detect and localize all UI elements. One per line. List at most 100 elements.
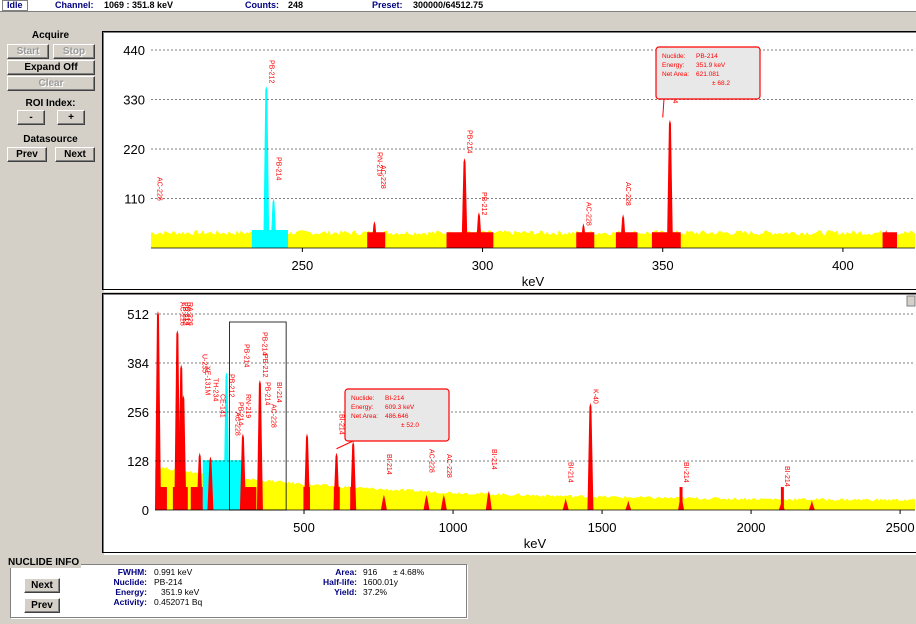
peak-mark	[371, 221, 378, 248]
peak-label: PB-212	[181, 302, 188, 325]
peak-label: K-40	[591, 389, 598, 404]
x-tick-label: 250	[292, 258, 314, 273]
x-tick-label: 2000	[737, 520, 766, 535]
zoomed-spectrum-chart[interactable]: 440 330 220 110 250 300 350 400 keV PB-212 PB-214 A…	[102, 31, 916, 290]
peak-mark	[678, 494, 685, 510]
peak-mark	[440, 494, 447, 510]
peak-label: PB-214	[275, 157, 282, 180]
selected-roi-region	[251, 230, 288, 248]
peak-label: AC-228	[269, 404, 276, 428]
peak-label: PB-214	[466, 130, 473, 153]
peak-mark	[174, 330, 181, 510]
y-tick-label: 110	[124, 192, 145, 207]
peak-label: RA-226	[186, 302, 193, 326]
tooltip-value: 609.3 keV	[385, 404, 415, 411]
tooltip-label: Energy:	[662, 62, 685, 69]
activity-label: Activity:	[113, 597, 147, 607]
channel-value: 1069 : 351.8 keV	[104, 0, 174, 10]
x-tick-label: 350	[652, 258, 674, 273]
expand-toggle-button[interactable]: Expand Off	[7, 60, 95, 75]
peak-mark	[485, 490, 492, 510]
peak-label: BI-214	[567, 462, 574, 483]
peak-mark	[562, 498, 569, 510]
full-spectrum-svg[interactable]: 512 384 256 128 0 500 1000 1500 2000 2500 keV AC-22…	[103, 294, 916, 552]
fwhm-label: FWHM:	[117, 567, 147, 577]
tooltip-box	[344, 388, 450, 442]
area-value: 916	[363, 567, 378, 577]
peak-label: RN-219	[375, 152, 382, 176]
peak-mark	[239, 433, 246, 510]
peak-label: PB-214	[263, 382, 270, 405]
x-axis-label: keV	[522, 274, 545, 289]
datasource-next-button[interactable]: Next	[55, 147, 95, 162]
peak-label: PB-212	[267, 60, 274, 83]
peak-label: AC-228	[178, 302, 185, 326]
y-tick-label: 440	[123, 43, 145, 58]
peak-label: XE-131M	[204, 366, 211, 395]
tooltip-value: 351.9 keV	[696, 62, 726, 69]
baseline-area	[151, 230, 915, 248]
peak-label: BI-214	[783, 466, 790, 487]
peak-mark	[475, 212, 482, 248]
channel-label: Channel:	[55, 0, 94, 10]
roi-decrement-button[interactable]: -	[17, 110, 45, 125]
tooltip-error: ± 68.2	[712, 80, 730, 87]
peak-mark	[333, 452, 340, 510]
peak-label: AC-228	[379, 165, 386, 189]
nuclide-value: PB-214	[154, 577, 183, 587]
tooltip-label: Net Area:	[351, 413, 378, 420]
peak-label: AC-228	[156, 177, 163, 201]
peak-label: CE-141	[219, 394, 226, 418]
control-panel: Acquire Start Stop Expand Off Clear ROI …	[0, 12, 101, 542]
preset-label: Preset:	[372, 0, 403, 10]
roi-region	[780, 487, 784, 510]
peak-mark	[180, 395, 187, 510]
x-tick-label: 400	[832, 258, 854, 273]
nuclide-prev-button[interactable]: Prev	[24, 598, 60, 613]
peak-mark	[587, 402, 594, 510]
full-spectrum-chart[interactable]: 512 384 256 128 0 500 1000 1500 2000 2500 keV AC-22…	[102, 293, 916, 553]
peak-label: AC-228	[233, 412, 240, 436]
energy-label: Energy:	[115, 587, 147, 597]
peak-mark	[666, 119, 673, 248]
peak-label: AC-228	[584, 202, 591, 226]
tooltip-label: Net Area:	[662, 71, 689, 78]
roi-increment-button[interactable]: +	[57, 110, 85, 125]
datasource-prev-button[interactable]: Prev	[7, 147, 47, 162]
nuclide-info-panel: Next Prev FWHM: 0.991 keV Nuclide: PB-21…	[10, 564, 467, 618]
peak-mark	[207, 456, 214, 510]
clear-button[interactable]: Clear	[7, 76, 95, 91]
peak-mark	[154, 310, 161, 510]
x-tick-label: 500	[293, 520, 315, 535]
nuclide-next-button[interactable]: Next	[24, 578, 60, 593]
tooltip-label: Nuclide:	[662, 53, 686, 60]
peak-label: AC-228	[445, 454, 452, 478]
expand-region-box	[229, 321, 287, 511]
y-tick-label: 512	[127, 307, 149, 322]
zoomed-spectrum-svg[interactable]: 440 330 220 110 250 300 350 400 keV PB-212 PB-214 A…	[103, 32, 916, 289]
peak-label: TH-234	[211, 378, 218, 401]
tooltip-value: 486.646	[385, 413, 409, 420]
peak-mark	[304, 433, 310, 510]
peak-mark	[883, 230, 890, 248]
roi-region	[446, 232, 494, 248]
roi-region	[156, 487, 167, 510]
baseline-area	[155, 466, 915, 510]
peak-mark	[580, 223, 587, 248]
acquisition-state: Idle	[2, 0, 28, 11]
peak-label: PB-214	[242, 344, 249, 367]
stop-button[interactable]: Stop	[53, 44, 95, 59]
start-button[interactable]: Start	[7, 44, 49, 59]
peak-label: BI-214	[338, 414, 345, 435]
tooltip-pointer	[662, 98, 665, 118]
yield-value: 37.2%	[363, 587, 388, 597]
peak-label: PB-212	[261, 354, 268, 377]
scroll-handle	[906, 295, 916, 307]
tooltip-value: BI-214	[385, 395, 405, 402]
energy-value: 351.9 keV	[161, 587, 200, 597]
y-tick-label: 128	[127, 454, 149, 469]
y-tick-label: 220	[123, 142, 145, 157]
tooltip-value: PB-214	[696, 53, 718, 60]
peak-mark	[270, 198, 277, 248]
halflife-value: 1600.01y	[363, 577, 398, 587]
